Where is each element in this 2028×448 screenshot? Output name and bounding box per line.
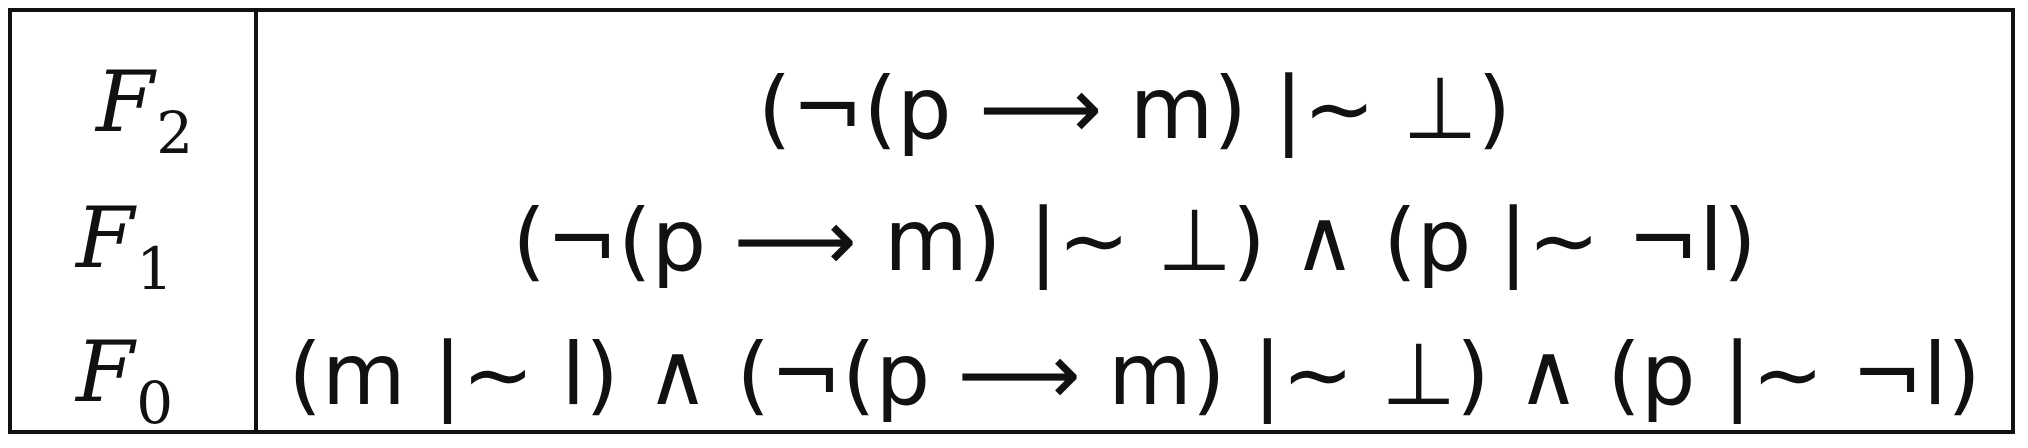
label-column: F2 F1 F0 bbox=[12, 12, 258, 437]
formula-column: (¬(p ⟶ m) |∼ ⊥) (¬(p ⟶ m) |∼ ⊥) ∧ (p |∼ … bbox=[258, 12, 2011, 430]
row-label-subscript: 2 bbox=[156, 99, 194, 167]
formula-f1: (¬(p ⟶ m) |∼ ⊥) ∧ (p |∼ ¬l) bbox=[512, 191, 1757, 291]
row-label-subscript: 0 bbox=[136, 369, 174, 437]
row-label-f1: F1 bbox=[76, 189, 174, 303]
row-label-subscript: 1 bbox=[136, 235, 174, 303]
formula-table: F2 F1 F0 (¬(p ⟶ m) |∼ ⊥) (¬(p ⟶ m) |∼ ⊥)… bbox=[8, 8, 2015, 434]
formula-f0: (m |∼ l) ∧ (¬(p ⟶ m) |∼ ⊥) ∧ (p |∼ ¬l) bbox=[288, 325, 1981, 425]
formula-f2: (¬(p ⟶ m) |∼ ⊥) bbox=[757, 59, 1512, 159]
row-label-f2: F2 bbox=[96, 53, 194, 167]
row-label-f0: F0 bbox=[76, 323, 174, 437]
